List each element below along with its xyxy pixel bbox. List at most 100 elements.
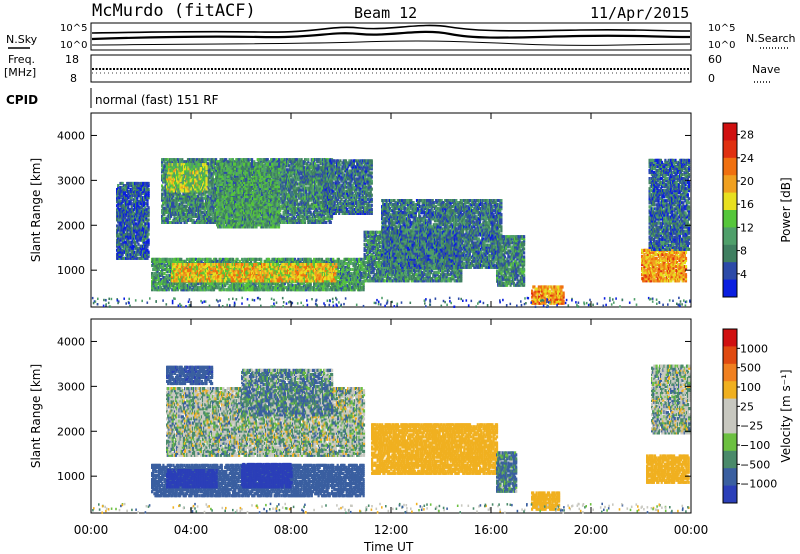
data-cell bbox=[368, 256, 371, 261]
data-cell bbox=[197, 282, 200, 286]
data-cell bbox=[212, 288, 216, 292]
data-cell bbox=[238, 288, 241, 292]
data-cell bbox=[335, 269, 338, 273]
data-cell bbox=[326, 263, 329, 267]
data-cell bbox=[213, 263, 216, 267]
data-cell bbox=[340, 276, 343, 280]
data-cell bbox=[172, 263, 175, 267]
data-cell bbox=[246, 267, 249, 271]
data-cell bbox=[195, 267, 198, 271]
data-cell bbox=[373, 263, 376, 267]
data-cell bbox=[204, 275, 207, 279]
data-cell bbox=[288, 263, 291, 267]
data-cell bbox=[272, 263, 275, 267]
data-cell bbox=[368, 267, 371, 271]
data-cell bbox=[187, 267, 191, 271]
data-cell bbox=[240, 279, 243, 283]
data-cell bbox=[372, 275, 375, 279]
data-cell bbox=[336, 265, 339, 270]
data-cell bbox=[240, 269, 243, 273]
data-cell bbox=[331, 284, 334, 288]
data-cell bbox=[175, 284, 178, 288]
data-cell bbox=[263, 275, 266, 279]
data-cell bbox=[191, 265, 194, 269]
data-cell bbox=[156, 276, 159, 280]
data-cell bbox=[299, 277, 302, 281]
data-cell bbox=[373, 267, 376, 271]
nsky-tick-bottom: 10^0 bbox=[60, 40, 87, 51]
data-cell bbox=[303, 277, 306, 281]
data-cell bbox=[244, 286, 247, 290]
data-cell bbox=[161, 270, 164, 274]
data-cell bbox=[178, 284, 181, 288]
data-cell bbox=[311, 265, 314, 269]
data-cell bbox=[342, 267, 345, 272]
data-cell bbox=[267, 265, 270, 269]
data-cell bbox=[229, 257, 232, 261]
data-cell bbox=[321, 267, 324, 271]
data-cell bbox=[297, 273, 300, 277]
data-cell bbox=[237, 269, 240, 273]
data-cell bbox=[336, 267, 339, 272]
data-cell bbox=[364, 244, 367, 248]
data-cell bbox=[188, 284, 191, 288]
data-cell bbox=[355, 270, 358, 274]
data-cell bbox=[390, 199, 393, 203]
data-cell bbox=[164, 276, 167, 280]
data-cell bbox=[370, 256, 373, 261]
cpid-label: CPID bbox=[6, 93, 38, 107]
data-cell bbox=[288, 286, 291, 290]
data-cell bbox=[162, 276, 165, 280]
data-cell bbox=[331, 265, 335, 269]
data-cell bbox=[200, 271, 203, 275]
data-cell bbox=[331, 263, 335, 267]
data-cell bbox=[275, 271, 278, 275]
data-cell bbox=[156, 257, 159, 261]
data-cell bbox=[281, 273, 284, 277]
data-cell bbox=[181, 273, 184, 277]
data-cell bbox=[270, 259, 273, 263]
data-cell bbox=[297, 267, 300, 271]
data-cell bbox=[333, 282, 336, 286]
data-cell bbox=[160, 286, 163, 290]
data-cell bbox=[279, 284, 282, 288]
data-cell bbox=[347, 288, 351, 292]
data-cell bbox=[231, 277, 234, 281]
data-cell bbox=[254, 275, 257, 279]
data-cell bbox=[372, 232, 375, 236]
data-cell bbox=[265, 286, 268, 290]
data-cell bbox=[166, 270, 169, 274]
data-cell bbox=[279, 275, 282, 279]
data-cell bbox=[199, 257, 202, 261]
data-cell bbox=[157, 267, 160, 272]
data-cell bbox=[252, 257, 255, 261]
data-cell bbox=[250, 263, 254, 267]
data-cell bbox=[369, 263, 372, 267]
data-cell bbox=[315, 257, 318, 261]
data-cell bbox=[249, 269, 252, 273]
data-cell bbox=[210, 284, 213, 288]
data-cell bbox=[322, 267, 326, 271]
data-cell bbox=[235, 263, 238, 267]
data-cell bbox=[337, 259, 340, 263]
data-cell bbox=[252, 288, 255, 292]
data-cell bbox=[292, 259, 295, 263]
data-cell bbox=[373, 258, 376, 263]
data-cell bbox=[235, 259, 238, 263]
data-cell bbox=[372, 271, 375, 275]
data-cell bbox=[306, 284, 309, 288]
data-cell bbox=[359, 270, 362, 274]
data-cell bbox=[324, 279, 327, 283]
data-cell bbox=[362, 282, 365, 286]
data-cell bbox=[255, 286, 258, 290]
data-cell bbox=[242, 282, 245, 286]
data-cell bbox=[216, 267, 219, 271]
data-cell bbox=[320, 284, 324, 288]
data-cell bbox=[365, 242, 368, 246]
data-cell bbox=[245, 279, 248, 283]
data-cell bbox=[355, 274, 358, 278]
data-cell bbox=[350, 280, 353, 284]
data-cell bbox=[232, 279, 236, 283]
data-cell bbox=[218, 286, 221, 290]
data-cell bbox=[152, 257, 155, 261]
